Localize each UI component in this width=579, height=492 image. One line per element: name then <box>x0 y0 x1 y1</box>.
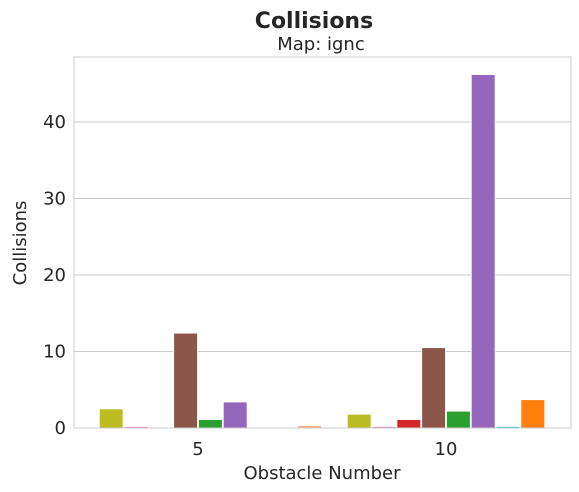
bars <box>98 74 546 429</box>
x-tick-labels: 5 10 <box>192 439 457 460</box>
bar-10-s4 <box>421 347 446 429</box>
plot-frame <box>73 56 572 429</box>
bar-10-s6 <box>470 74 496 429</box>
chart-title: Collisions <box>255 9 373 34</box>
x-axis-label: Obstacle Number <box>243 463 401 484</box>
y-tick-labels: 0 10 20 30 40 <box>43 112 66 439</box>
y-tick-label: 30 <box>43 189 66 210</box>
y-tick-label: 0 <box>55 418 66 439</box>
bar-10-s5 <box>446 410 471 429</box>
bar-5-s6 <box>222 401 248 429</box>
y-axis-label: Collisions <box>10 201 31 286</box>
bar-10-s1 <box>346 413 372 429</box>
gridlines <box>74 121 571 429</box>
y-tick-label: 20 <box>43 265 66 286</box>
bar-5-s5 <box>198 419 223 429</box>
y-tick-label: 10 <box>43 342 66 363</box>
x-tick-label: 10 <box>435 439 458 460</box>
bar-5-s1 <box>98 408 124 429</box>
y-tick-label: 40 <box>43 112 66 133</box>
chart-subtitle: Map: ignc <box>277 34 365 55</box>
bar-10-s8 <box>520 399 546 429</box>
x-tick-label: 5 <box>192 439 203 460</box>
bar-10-s3 <box>396 419 422 429</box>
bar-5-s4 <box>173 332 198 429</box>
